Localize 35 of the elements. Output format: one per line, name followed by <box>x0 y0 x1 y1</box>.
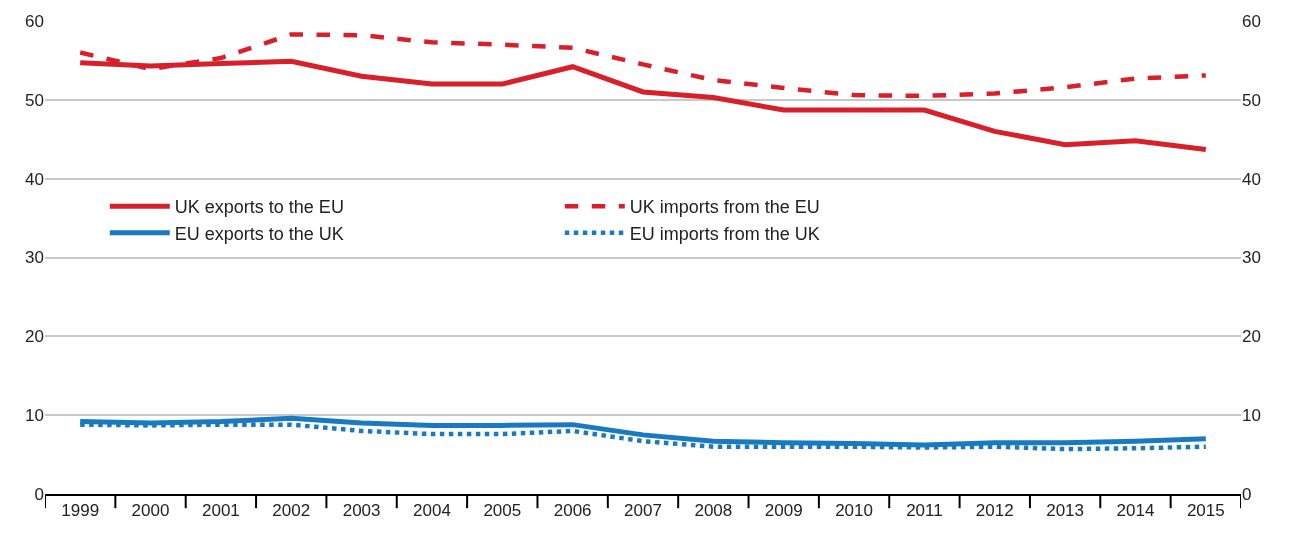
y-tick-label: 40 <box>25 169 44 189</box>
y-tick-label: 20 <box>25 327 44 347</box>
legend-label: UK imports from the EU <box>629 197 820 218</box>
x-tick-label: 2009 <box>764 501 803 521</box>
x-tick-label: 2003 <box>342 501 381 521</box>
x-tick-label: 2015 <box>1186 501 1225 521</box>
x-tick-label: 2013 <box>1046 501 1085 521</box>
x-tick-label: 1999 <box>61 501 100 521</box>
x-tick-label: 2012 <box>975 501 1014 521</box>
legend-label: EU exports to the UK <box>174 223 344 244</box>
x-tick-label: 2000 <box>131 501 170 521</box>
x-tick-label: 2006 <box>553 501 592 521</box>
x-tick-label: 2010 <box>835 501 873 521</box>
y2-tick-label: 10 <box>1242 406 1261 426</box>
y-tick-label: 0 <box>34 484 44 504</box>
x-tick-label: 2007 <box>624 501 662 521</box>
x-tick-label: 2004 <box>413 501 451 521</box>
legend-label: UK exports to the EU <box>174 197 344 218</box>
legend-label: EU imports from the UK <box>629 223 820 244</box>
y-tick-label: 30 <box>25 248 44 268</box>
x-tick-label: 2014 <box>1116 501 1155 521</box>
x-tick-label: 2008 <box>694 501 733 521</box>
y-tick-label: 60 <box>25 11 44 31</box>
x-tick-label: 2002 <box>272 501 311 521</box>
y2-tick-label: 30 <box>1242 248 1261 268</box>
x-tick-label: 2001 <box>201 501 240 521</box>
y2-tick-label: 20 <box>1242 327 1261 347</box>
y2-tick-label: 60 <box>1242 11 1261 31</box>
y2-tick-label: 50 <box>1242 90 1261 110</box>
x-tick-label: 2011 <box>906 501 943 521</box>
y2-tick-label: 0 <box>1242 484 1252 504</box>
y-tick-label: 10 <box>25 406 44 426</box>
y2-tick-label: 40 <box>1242 169 1261 189</box>
x-tick-label: 2005 <box>483 501 522 521</box>
y-tick-label: 50 <box>25 90 44 110</box>
